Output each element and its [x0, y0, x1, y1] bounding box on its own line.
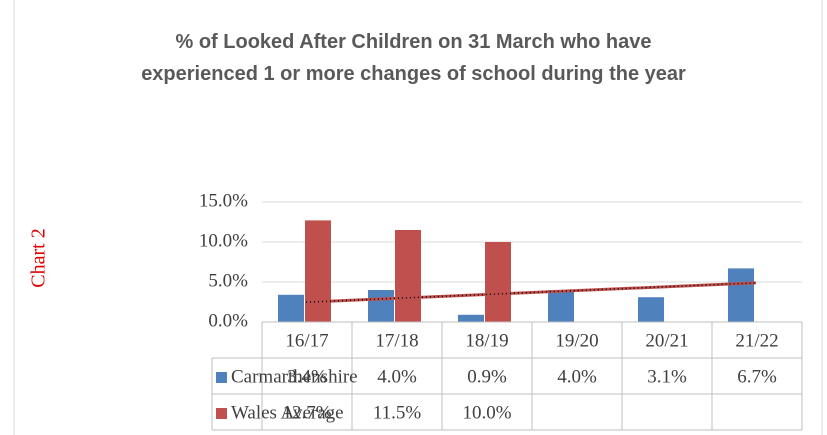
table-value: 0.9% [467, 366, 507, 387]
annotation: Chart 2 [28, 228, 50, 287]
legend-label: Wales Average [231, 402, 344, 423]
table-value: 3.4% [287, 366, 327, 387]
table-value: 4.0% [377, 366, 417, 387]
bar [728, 268, 754, 322]
y-tick-label: 15.0% [199, 190, 248, 211]
bar [458, 314, 484, 322]
table-value: 10.0% [462, 402, 511, 423]
bar [368, 290, 394, 322]
bar [305, 220, 331, 322]
trendline [305, 281, 757, 304]
bar [278, 294, 304, 322]
legend-swatch [216, 372, 227, 383]
table-value: 11.5% [373, 402, 422, 423]
table-value: 3.1% [647, 366, 687, 387]
x-tick-label: 20/21 [645, 330, 688, 351]
table-value: 6.7% [737, 366, 777, 387]
y-tick-label: 0.0% [208, 310, 248, 331]
bar [638, 297, 664, 322]
x-tick-label: 17/18 [375, 330, 418, 351]
table-value: 4.0% [557, 366, 597, 387]
x-tick-label: 21/22 [735, 330, 778, 351]
bar [485, 242, 511, 322]
y-tick-label: 10.0% [199, 230, 248, 251]
x-tick-label: 19/20 [555, 330, 598, 351]
table-value: 12.7% [282, 402, 331, 423]
legend-label: Carmarthenshire [231, 366, 358, 387]
chart-title: % of Looked After Children on 31 March w… [141, 31, 686, 85]
x-tick-label: 18/19 [465, 330, 508, 351]
y-tick-label: 5.0% [208, 270, 248, 291]
legend-swatch [216, 408, 227, 419]
bar [395, 230, 421, 322]
bar [548, 290, 574, 322]
x-tick-label: 16/17 [285, 330, 328, 351]
